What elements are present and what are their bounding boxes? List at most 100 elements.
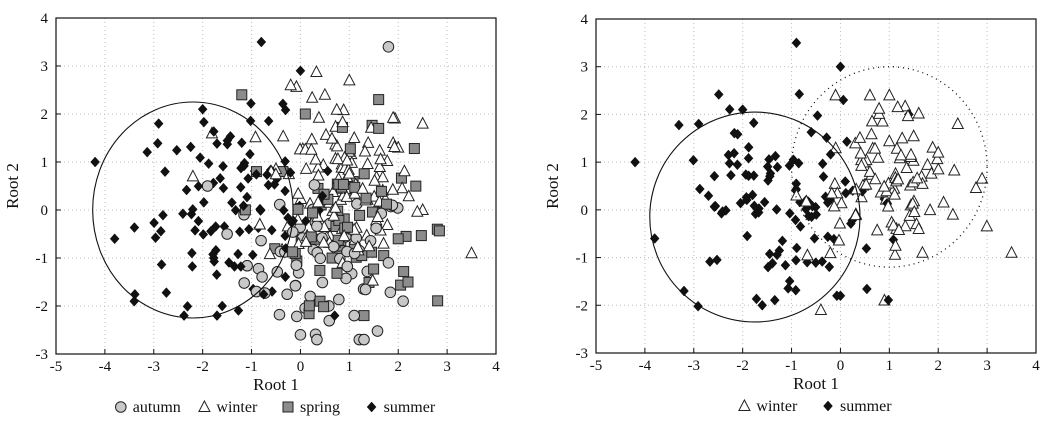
point-autumn (221, 228, 233, 240)
point-winter (309, 152, 322, 165)
point-summer (288, 215, 299, 227)
point-winter (907, 204, 921, 217)
point-winter (904, 147, 918, 160)
point-summer (688, 154, 699, 166)
point-summer (835, 61, 846, 73)
point-winter (395, 181, 409, 194)
point-spring (402, 276, 414, 288)
point-winter (336, 115, 349, 128)
point-autumn (294, 329, 307, 341)
point-winter (356, 181, 369, 194)
point-summer (713, 89, 724, 100)
point-winter (931, 145, 945, 158)
point-summer (190, 224, 200, 236)
legend-marker-winter (738, 398, 751, 411)
point-spring (236, 89, 248, 101)
point-winter (380, 217, 394, 231)
point-winter (377, 236, 390, 249)
point-autumn (311, 220, 323, 232)
point-summer (750, 208, 761, 220)
point-winter (340, 189, 354, 202)
point-summer (317, 190, 328, 202)
point-summer (258, 288, 269, 300)
point-winter (325, 131, 339, 144)
point-winter (969, 180, 983, 194)
point-winter (814, 302, 828, 316)
point-winter (253, 217, 267, 230)
confidence-ellipse-summer (92, 101, 294, 319)
y-tick-label: 0 (581, 203, 589, 219)
point-winter (888, 187, 901, 200)
point-summer (187, 261, 198, 272)
point-summer (280, 271, 291, 283)
point-spring (375, 185, 387, 197)
point-autumn (201, 180, 214, 192)
point-winter (833, 216, 847, 229)
point-summer (772, 249, 782, 261)
point-autumn (304, 290, 317, 303)
point-summer (198, 196, 209, 208)
point-spring (331, 267, 343, 279)
legend-marker-spring (282, 401, 294, 413)
point-summer (295, 65, 306, 77)
point-winter (343, 73, 356, 86)
point-autumn (308, 179, 321, 191)
legend-marker-summer (823, 400, 833, 412)
point-winter (900, 160, 913, 174)
point-winter (835, 196, 848, 209)
legend-marker-autumn (115, 401, 127, 413)
point-winter (898, 99, 912, 112)
point-winter (330, 102, 344, 115)
y-tick-label: -1 (36, 251, 49, 267)
point-spring (432, 295, 444, 307)
point-winter (386, 110, 400, 123)
point-summer (156, 259, 167, 270)
x-tick-label: -1 (785, 358, 798, 374)
point-spring (307, 207, 319, 219)
point-summer (185, 141, 196, 153)
point-winter (951, 116, 965, 129)
x-tick-label: 0 (297, 359, 305, 375)
point-winter (361, 135, 375, 148)
scatter-panel-left: -5 -4 -3 -2 -1 0 1 2 3 4 -3 -2 -1 0 1 2 3 4 Root 1 Root 2 au… (3, 11, 500, 416)
point-summer (861, 243, 872, 254)
point-autumn (273, 308, 286, 321)
point-spring (368, 263, 380, 275)
point-autumn (371, 325, 384, 337)
x-tick-label: 4 (1032, 358, 1040, 374)
point-summer (262, 169, 272, 181)
point-winter (870, 223, 884, 236)
point-winter (910, 171, 924, 184)
point-autumn (341, 260, 354, 273)
point-winter (889, 238, 902, 251)
point-winter (871, 150, 885, 163)
data-points (90, 36, 478, 346)
point-summer (780, 259, 791, 271)
point-summer (217, 300, 228, 312)
point-winter (912, 221, 925, 234)
legend: autumn winter spring summer (115, 399, 436, 416)
point-summer (235, 181, 246, 193)
point-summer (152, 137, 163, 149)
point-summer (723, 149, 734, 161)
point-winter (863, 164, 877, 177)
legend-label-winter: winter (756, 398, 798, 415)
point-spring (344, 143, 356, 155)
point-autumn (382, 257, 395, 269)
point-winter (331, 152, 345, 165)
point-summer (821, 132, 832, 144)
point-summer (244, 223, 254, 235)
point-summer (674, 119, 684, 131)
point-winter (465, 246, 478, 259)
point-summer (236, 137, 247, 149)
point-summer (743, 141, 754, 153)
point-winter (892, 222, 906, 235)
point-spring (342, 221, 354, 233)
point-summer (246, 98, 256, 109)
point-summer (824, 261, 835, 273)
point-winter (317, 235, 331, 248)
point-winter (901, 108, 915, 122)
point-winter (891, 172, 905, 185)
point-winter (362, 239, 376, 252)
point-spring (314, 264, 326, 276)
